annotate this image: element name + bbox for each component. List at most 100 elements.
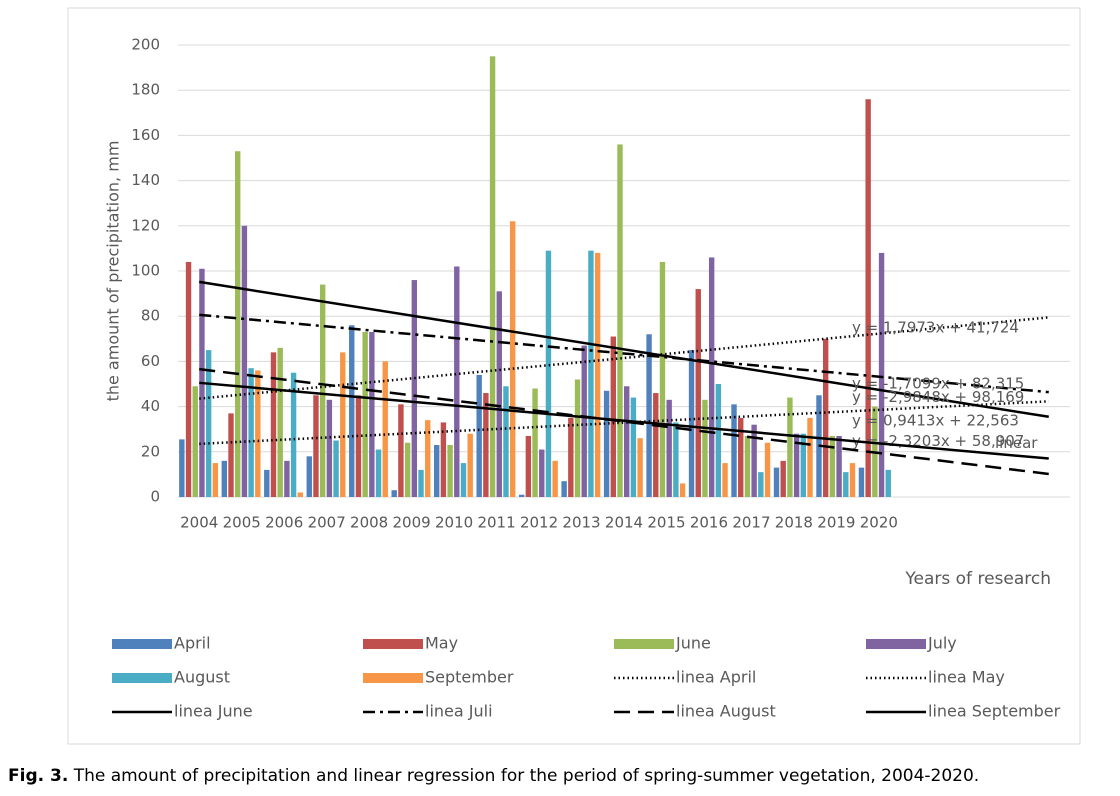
legend-swatch: [112, 673, 172, 683]
bar: [688, 350, 695, 497]
bar: [277, 347, 283, 497]
bar: [179, 439, 185, 497]
legend-label: linea May: [928, 668, 1005, 687]
x-tick-label: 2016: [690, 514, 728, 532]
bar: [205, 350, 212, 497]
bar: [306, 456, 312, 497]
bar: [212, 463, 219, 497]
bar: [333, 440, 339, 497]
legend-label: linea June: [174, 702, 253, 721]
bar: [731, 404, 737, 497]
bar: [594, 252, 601, 497]
bar: [326, 399, 333, 497]
x-tick-label: 2014: [605, 514, 643, 532]
bar: [744, 435, 751, 497]
y-tick-label: 60: [141, 352, 160, 370]
y-tick-label: 0: [150, 488, 160, 506]
bar: [764, 442, 771, 497]
legend-label: June: [675, 634, 711, 653]
bar: [496, 291, 502, 497]
x-tick-label: 2006: [265, 514, 303, 532]
bar: [489, 56, 496, 498]
bar: [715, 384, 722, 497]
bar: [264, 469, 270, 497]
bar: [411, 280, 418, 497]
x-tick-label: 2005: [223, 514, 261, 532]
bar: [695, 289, 701, 497]
legend-label: linea September: [928, 702, 1061, 721]
x-tick-label: 2020: [860, 514, 898, 532]
bar: [610, 336, 616, 497]
bar: [362, 332, 368, 497]
bar: [228, 413, 234, 497]
bar: [404, 442, 411, 497]
bar: [382, 361, 388, 497]
bar: [758, 472, 764, 497]
bar: [561, 481, 567, 497]
trend-equation: y = 0,9413x + 22,563: [852, 412, 1019, 430]
bar: [313, 395, 319, 497]
bar: [248, 368, 254, 497]
y-tick-label: 180: [131, 81, 160, 99]
legend-label: linea August: [676, 702, 776, 721]
x-tick-label: 2017: [732, 514, 770, 532]
bar: [255, 370, 261, 497]
x-tick-label: 2008: [350, 514, 388, 532]
bar: [297, 492, 303, 497]
bar: [773, 467, 780, 497]
trend-line: [199, 280, 1049, 419]
trend-equation: y = -1,7099x + 82,315: [852, 375, 1024, 393]
bar: [369, 332, 375, 497]
bar: [653, 393, 659, 497]
bar: [836, 435, 842, 497]
bar: [425, 420, 431, 497]
bar: [290, 372, 297, 497]
bar: [518, 494, 525, 497]
trend-line: [199, 313, 1049, 394]
bar: [460, 463, 467, 497]
bar: [539, 449, 545, 497]
bar: [340, 352, 346, 497]
x-tick-label: 2010: [435, 514, 473, 532]
bar: [525, 435, 532, 497]
bar: [241, 225, 248, 498]
bar: [787, 397, 793, 497]
bar: [349, 325, 355, 497]
bar: [454, 266, 460, 497]
caption-text: The amount of precipitation and linear r…: [73, 766, 980, 786]
bar: [270, 352, 277, 497]
caption-label: Fig. 3.: [8, 766, 69, 786]
bar: [617, 144, 623, 497]
legend-label: April: [174, 634, 211, 653]
bar: [375, 449, 382, 497]
legend-swatch: [614, 639, 674, 649]
bar: [751, 424, 757, 497]
bar: [545, 250, 552, 497]
y-tick-label: 160: [131, 126, 160, 144]
y-tick-label: 20: [141, 442, 160, 460]
bar: [467, 433, 473, 497]
bar: [666, 399, 672, 497]
y-tick-label: 40: [141, 397, 160, 415]
x-tick-label: 2019: [817, 514, 855, 532]
bar: [319, 284, 326, 497]
bar: [568, 417, 574, 497]
bar: [646, 334, 652, 497]
bar: [679, 483, 686, 497]
bar: [849, 463, 856, 497]
bar: [637, 438, 643, 497]
bar: [780, 460, 786, 497]
bar: [574, 379, 581, 497]
bar: [483, 393, 489, 497]
bar: [878, 252, 885, 497]
legend-swatch: [363, 639, 423, 649]
bar: [659, 261, 666, 497]
x-tick-label: 2012: [520, 514, 558, 532]
y-tick-label: 140: [131, 171, 160, 189]
x-axis-title: Years of research: [904, 569, 1051, 589]
bar: [807, 417, 813, 497]
bar: [858, 467, 865, 497]
y-tick-label: 120: [131, 216, 160, 234]
